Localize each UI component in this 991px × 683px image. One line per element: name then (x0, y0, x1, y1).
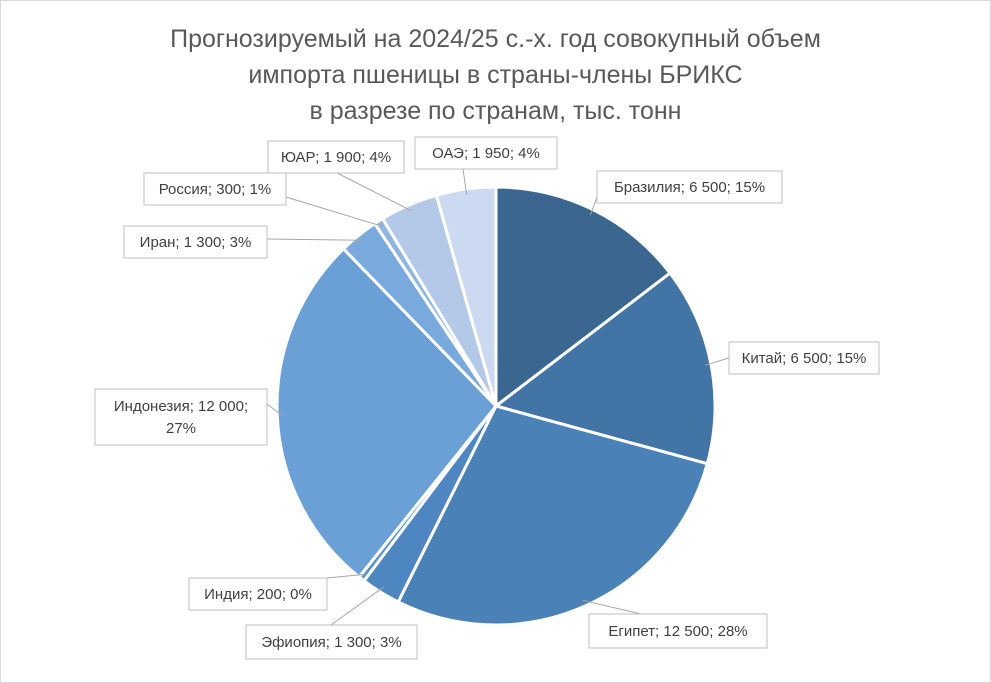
data-label-box-7 (123, 225, 268, 259)
data-label-6-line-1: Индонезия; 12 000; (114, 398, 248, 415)
data-label-4: Эфиопия; 1 300; 3% (261, 634, 401, 651)
data-label-box-9 (267, 140, 405, 174)
pie-slice-1 (494, 185, 672, 408)
data-label-box-5 (188, 577, 328, 611)
data-label-3: Египет; 12 500; 28% (608, 623, 747, 640)
pie-slice-6 (275, 247, 498, 579)
pie-slice-3 (396, 404, 709, 627)
chart-title-line-2: импорта пшеницы в страны-члены БРИКС (248, 61, 743, 89)
data-label-box-8 (143, 172, 287, 206)
pie-slice-2 (494, 271, 717, 466)
data-label-9: ЮАР; 1 900; 4% (281, 149, 391, 166)
leader-line-9 (336, 172, 412, 212)
leader-line-2 (704, 357, 730, 366)
leader-line-6 (266, 403, 284, 417)
leader-line-3 (582, 599, 642, 615)
data-label-1: Бразилия; 6 500; 15% (614, 179, 765, 196)
data-label-box-3 (588, 613, 768, 649)
data-label-box-6 (94, 388, 268, 446)
data-label-5: Индия; 200; 0% (204, 586, 312, 603)
chart-title-line-3: в разрезе по странам, тыс. тонн (309, 97, 682, 125)
leader-line-5 (326, 573, 366, 579)
data-label-box-4 (245, 624, 418, 660)
data-label-10: ОАЭ; 1 950; 4% (432, 145, 540, 162)
data-label-box-10 (414, 136, 558, 170)
leader-line-7 (266, 238, 363, 241)
data-label-box-1 (596, 170, 783, 204)
leader-line-8 (285, 196, 383, 227)
data-label-7: Иран; 1 300; 3% (140, 234, 252, 251)
chart-title: Прогнозируемый на 2024/25 с.-х. год сово… (1, 21, 990, 129)
data-label-8: Россия; 300; 1% (159, 181, 272, 198)
chart-title-line-1: Прогнозируемый на 2024/25 с.-х. год сово… (170, 25, 821, 53)
leader-line-1 (589, 196, 598, 216)
leader-line-4 (330, 586, 385, 626)
data-label-6-line-2: 27% (166, 420, 196, 437)
leader-line-10 (462, 168, 468, 196)
data-label-box-2 (728, 341, 880, 375)
data-label-2: Китай; 6 500; 15% (742, 350, 867, 367)
